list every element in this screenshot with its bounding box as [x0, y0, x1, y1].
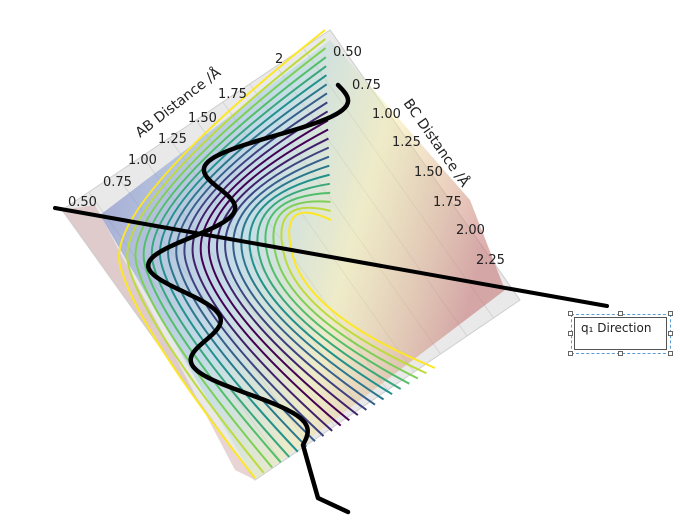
contour-line: [224, 146, 368, 411]
contour-line: [199, 119, 342, 427]
contour-line: [272, 200, 419, 380]
resize-handle-bl[interactable]: [568, 351, 573, 356]
contour-line: [207, 128, 350, 422]
reaction-trajectory-curve: [145, 82, 351, 515]
contour-line: [240, 164, 385, 401]
bc-tick-3: 1.25: [392, 135, 421, 150]
bc-tick-0: 0.50: [333, 45, 362, 60]
bc-tick-7: 2.25: [476, 253, 505, 268]
contour-line: [280, 206, 427, 375]
resize-handle-tm[interactable]: [618, 311, 623, 316]
ab-tick-0: 0.50: [68, 195, 97, 210]
contour-line: [167, 83, 328, 448]
resize-handle-mr[interactable]: [668, 331, 673, 336]
contour-line: [175, 92, 328, 443]
contour-line: [256, 182, 402, 390]
ab-tick-4: 1.50: [188, 111, 217, 126]
q1-direction-textbox[interactable]: q₁ Direction: [571, 314, 671, 354]
bc-tick-4: 1.50: [414, 165, 443, 180]
contour-line: [118, 29, 326, 479]
resize-handle-ml[interactable]: [568, 331, 573, 336]
resize-handle-tl[interactable]: [568, 311, 573, 316]
contour-line: [216, 137, 359, 416]
textbox-frame: [574, 317, 667, 350]
q1-direction-label: q₁ Direction: [581, 321, 652, 335]
resize-handle-tr[interactable]: [668, 311, 673, 316]
bc-tick-2: 1.00: [372, 107, 401, 122]
q1-direction-line: [53, 206, 609, 308]
contour-lines: [118, 29, 436, 479]
contour-line: [288, 211, 436, 369]
contour-line: [264, 191, 410, 385]
resize-handle-bm[interactable]: [618, 351, 623, 356]
ab-tick-5: 1.75: [218, 87, 247, 102]
contour-line: [191, 110, 333, 432]
ab-tick-6: 2: [275, 52, 283, 67]
ab-tick-3: 1.25: [158, 132, 187, 147]
contour-line: [150, 65, 327, 458]
energy-surface-plane: [100, 40, 505, 480]
bc-tick-1: 0.75: [352, 78, 381, 93]
contour-line: [134, 47, 327, 469]
contour-line: [183, 101, 328, 437]
contour-line: [248, 173, 393, 396]
bc-tick-5: 1.75: [433, 195, 462, 210]
ab-tick-1: 0.75: [103, 175, 132, 190]
resize-handle-br[interactable]: [668, 351, 673, 356]
contour-line: [232, 155, 376, 406]
contour-line: [126, 38, 326, 474]
ab-tick-2: 1.00: [128, 153, 157, 168]
bc-tick-6: 2.00: [456, 223, 485, 238]
